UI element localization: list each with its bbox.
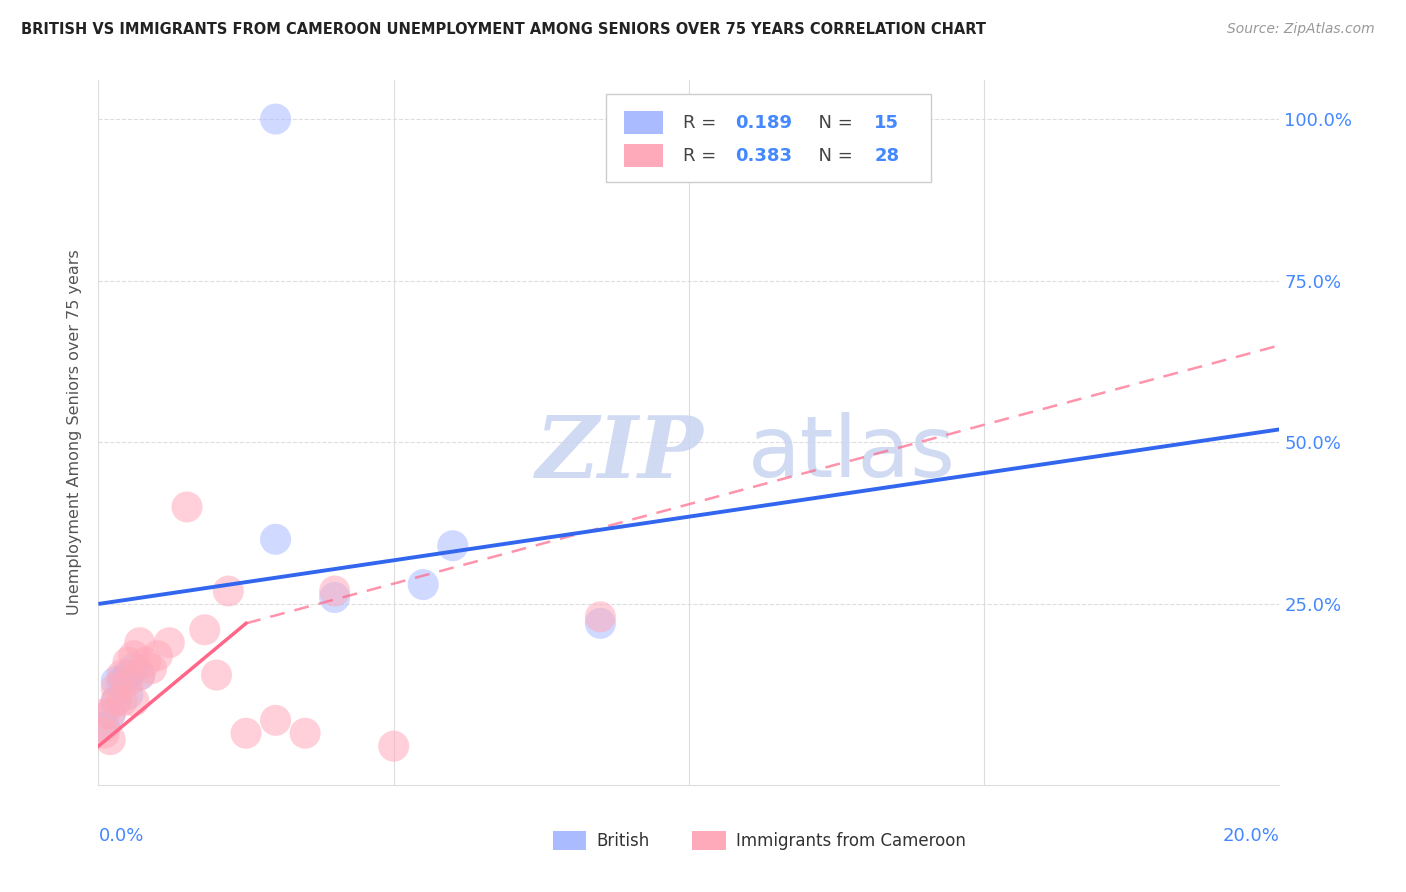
Point	[93, 720, 115, 734]
Bar	[693, 830, 725, 850]
Point	[235, 726, 257, 740]
Point	[117, 668, 139, 682]
Point	[441, 539, 464, 553]
Text: N =: N =	[807, 113, 859, 131]
Text: 0.383: 0.383	[735, 146, 792, 165]
Point	[146, 648, 169, 663]
Point	[294, 726, 316, 740]
Point	[98, 732, 121, 747]
Point	[323, 584, 346, 599]
Point	[111, 674, 134, 689]
Point	[157, 636, 180, 650]
Text: R =: R =	[683, 113, 723, 131]
Text: British: British	[596, 831, 650, 849]
Point	[111, 668, 134, 682]
Text: 0.189: 0.189	[735, 113, 792, 131]
Point	[117, 688, 139, 702]
Text: ZIP: ZIP	[536, 412, 703, 496]
Bar	[624, 144, 664, 168]
Text: R =: R =	[683, 146, 723, 165]
Point	[264, 714, 287, 728]
Point	[105, 674, 128, 689]
Text: 0.0%: 0.0%	[98, 827, 143, 846]
Point	[128, 668, 150, 682]
Point	[323, 591, 346, 605]
Point	[98, 706, 121, 721]
FancyBboxPatch shape	[606, 95, 931, 183]
Point	[105, 694, 128, 708]
Point	[589, 610, 612, 624]
Point	[122, 662, 145, 676]
Bar	[624, 111, 664, 134]
Point	[135, 655, 157, 669]
Point	[141, 662, 163, 676]
Text: N =: N =	[807, 146, 859, 165]
Text: atlas: atlas	[748, 412, 956, 495]
Point	[264, 533, 287, 547]
Point	[412, 577, 434, 591]
Point	[117, 655, 139, 669]
Point	[93, 706, 115, 721]
Point	[128, 668, 150, 682]
Point	[128, 636, 150, 650]
Point	[205, 668, 228, 682]
Text: 15: 15	[875, 113, 900, 131]
Point	[122, 648, 145, 663]
Point	[589, 616, 612, 631]
Point	[264, 112, 287, 126]
Point	[105, 681, 128, 695]
Point	[117, 674, 139, 689]
Text: 20.0%: 20.0%	[1223, 827, 1279, 846]
Text: BRITISH VS IMMIGRANTS FROM CAMEROON UNEMPLOYMENT AMONG SENIORS OVER 75 YEARS COR: BRITISH VS IMMIGRANTS FROM CAMEROON UNEM…	[21, 22, 986, 37]
Y-axis label: Unemployment Among Seniors over 75 years: Unemployment Among Seniors over 75 years	[67, 250, 83, 615]
Point	[122, 694, 145, 708]
Point	[217, 584, 239, 599]
Point	[194, 623, 217, 637]
Point	[105, 694, 128, 708]
Text: Immigrants from Cameroon: Immigrants from Cameroon	[737, 831, 966, 849]
Point	[382, 739, 405, 754]
Point	[176, 500, 198, 514]
Text: 28: 28	[875, 146, 900, 165]
Point	[111, 694, 134, 708]
Point	[93, 726, 115, 740]
Point	[98, 706, 121, 721]
Bar	[553, 830, 586, 850]
Text: Source: ZipAtlas.com: Source: ZipAtlas.com	[1227, 22, 1375, 37]
